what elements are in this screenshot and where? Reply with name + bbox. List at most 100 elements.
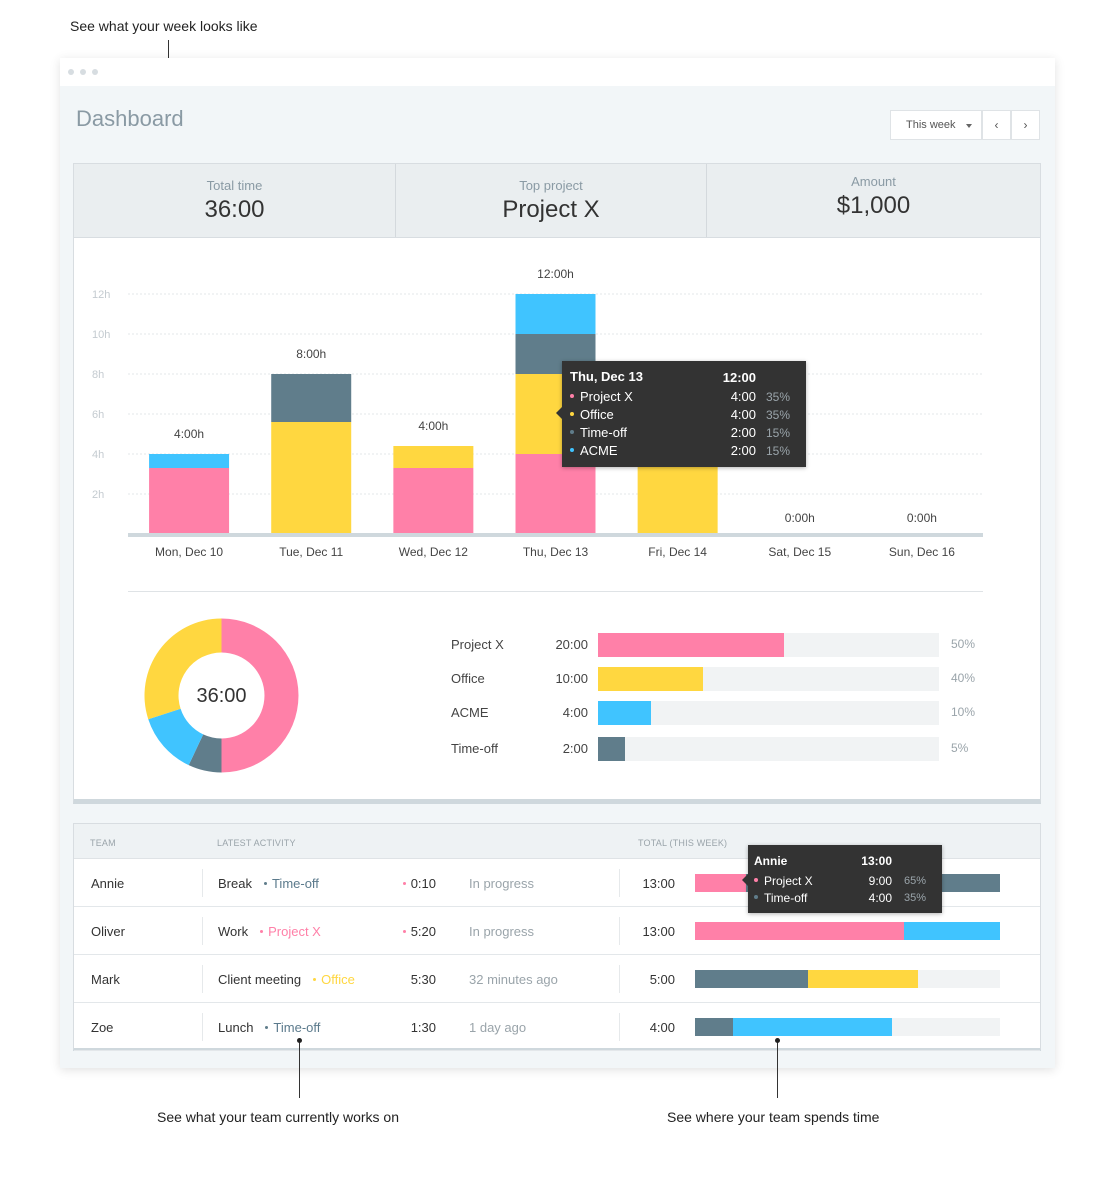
table-row[interactable]: Oliver Work Project X 5:20 In progress 13:00	[74, 907, 1040, 955]
activity-duration: 1:30	[399, 1020, 436, 1035]
member-name: Oliver	[91, 924, 125, 939]
x-tick-label: Sun, Dec 16	[889, 545, 955, 559]
duration-value: 0:10	[410, 876, 436, 891]
callout-spend: See where your team spends time	[667, 1109, 880, 1125]
activity-status: 1 day ago	[469, 1020, 527, 1035]
project-percent: 40%	[951, 671, 976, 685]
activity-duration: 5:30	[399, 972, 436, 987]
column-header-total: Total (this week)	[638, 838, 728, 848]
tooltip-row-percent: 35%	[766, 408, 791, 422]
member-name: Annie	[91, 876, 125, 891]
bar-segment-project-x[interactable]	[393, 468, 474, 534]
activity-project-tag: Time-off	[265, 1020, 320, 1035]
bar-segment-project-x[interactable]	[515, 454, 596, 534]
activity-task: Break	[218, 876, 252, 891]
prev-week-button[interactable]: ‹	[982, 110, 1011, 140]
bar-total-label: 0:00h	[907, 511, 937, 525]
weekly-total: 13:00	[642, 924, 675, 939]
project-percent: 50%	[951, 637, 976, 651]
project-row[interactable]: Office 10:00 40%	[451, 667, 975, 691]
project-percent: 5%	[951, 741, 969, 755]
bar-segment-time-off[interactable]	[271, 374, 352, 422]
x-tick-label: Thu, Dec 13	[523, 545, 589, 559]
latest-activity: Break Time-off	[218, 876, 319, 891]
tooltip-row-name: Project X	[764, 874, 813, 888]
latest-activity: Work Project X	[218, 924, 321, 939]
y-tick-label: 2h	[92, 489, 104, 501]
team-bar-track[interactable]	[695, 970, 1000, 988]
column-separator	[202, 965, 203, 993]
project-row[interactable]: ACME 4:00 10%	[451, 701, 975, 725]
bar-segment-office[interactable]	[271, 422, 352, 534]
bar-total-label: 12:00h	[537, 267, 574, 281]
project-name: Time-off	[451, 741, 498, 756]
tooltip-total: 12:00	[722, 370, 756, 385]
tag-label: Project X	[268, 924, 321, 939]
tooltip-row-value: 4:00	[730, 389, 756, 404]
tooltip-total: 13:00	[861, 854, 892, 868]
summary-value: Project X	[502, 196, 600, 223]
team-bar-segment	[733, 1018, 892, 1036]
project-bar-fill	[598, 633, 784, 657]
next-week-button[interactable]: ›	[1011, 110, 1040, 140]
bar-segment-project-x[interactable]	[149, 468, 230, 534]
tag-label: Time-off	[273, 1020, 321, 1035]
bar-segment-office[interactable]	[393, 446, 474, 468]
weekly-total: 5:00	[649, 972, 675, 987]
team-bar-segment	[695, 922, 904, 940]
summary-bar: Total time 36:00 Top project Project X A…	[73, 163, 1041, 238]
tooltip-row-label: ACME	[570, 443, 618, 458]
activity-status: In progress	[469, 876, 535, 891]
table-row[interactable]: Mark Client meeting Office 5:30 32 minutes a…	[74, 955, 1040, 1003]
project-bar-track	[598, 701, 939, 725]
legend-dot-icon	[570, 429, 574, 434]
team-bar-segment	[695, 874, 746, 892]
chevron-left-icon: ‹	[994, 118, 999, 132]
bar-total-label: 8:00h	[296, 347, 326, 361]
project-time: 20:00	[555, 637, 588, 652]
column-separator	[619, 1013, 620, 1041]
latest-activity: Lunch Time-off	[218, 1020, 320, 1035]
summary-label: Total time	[206, 178, 263, 193]
project-time: 2:00	[562, 741, 588, 756]
bar-segment-acme[interactable]	[515, 294, 596, 334]
window-titlebar	[60, 58, 1055, 86]
bar-segment-acme[interactable]	[149, 454, 230, 468]
activity-project-tag: Project X	[260, 924, 321, 939]
y-tick-label: 6h	[92, 409, 104, 421]
callout-week: See what your week looks like	[70, 18, 258, 34]
project-row[interactable]: Time-off 2:00 5%	[451, 737, 971, 761]
activity-task: Client meeting	[218, 972, 302, 987]
donut-slice-acme[interactable]	[148, 708, 204, 766]
project-bar-fill	[598, 667, 704, 691]
tag-label: Office	[321, 972, 355, 987]
callout-team-dot	[297, 1038, 302, 1043]
team-bar-segment	[695, 970, 808, 988]
project-time: 10:00	[555, 671, 588, 686]
team-bar-track[interactable]	[695, 1018, 1000, 1036]
donut-slice-time-off[interactable]	[188, 734, 222, 773]
y-tick-label: 10h	[92, 329, 110, 341]
date-range-select[interactable]: This week	[890, 110, 982, 140]
tooltip-row-percent: 65%	[904, 875, 927, 887]
tooltip-row-percent: 15%	[766, 444, 791, 458]
y-tick-label: 4h	[92, 449, 104, 461]
project-name: ACME	[451, 705, 489, 720]
dashboard-panel: 2h 4h 6h 8h 10h 12h 4:00h Mon, Dec 10 8:00h Tue, …	[73, 238, 1041, 804]
donut-slice-office[interactable]	[144, 618, 222, 720]
column-separator	[619, 965, 620, 993]
team-bar-track[interactable]	[695, 922, 1000, 940]
tooltip-row-label: Office	[570, 407, 614, 422]
summary-value: $1,000	[836, 192, 911, 219]
donut-center-total: 36:00	[196, 685, 247, 707]
donut-slice-project-x[interactable]	[221, 618, 299, 773]
table-row[interactable]: Zoe Lunch Time-off 1:30 1 day ago 4:00	[74, 1003, 1040, 1051]
project-row[interactable]: Project X 20:00 50%	[451, 633, 975, 657]
tooltip-title: Annie	[754, 854, 788, 868]
tooltip-row-value: 4:00	[868, 891, 892, 905]
tooltip-row-name: Time-off	[580, 425, 627, 440]
tooltip-row-label: Time-off	[754, 891, 807, 905]
tooltip-row-label: Project X	[570, 389, 633, 404]
column-separator	[619, 917, 620, 945]
bar-total-label: 4:00h	[418, 419, 448, 433]
